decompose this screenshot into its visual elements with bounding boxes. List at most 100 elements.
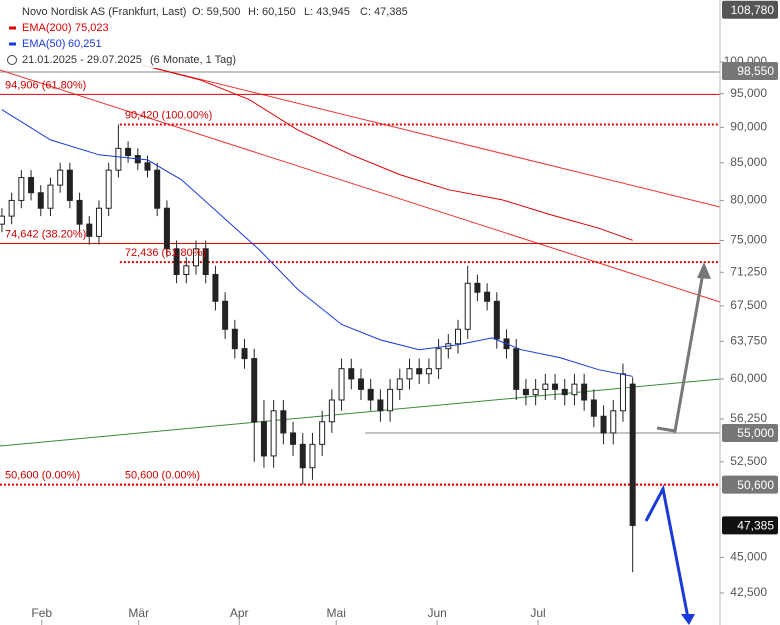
candle-body bbox=[571, 383, 578, 396]
ohlc-label: H: 60,150 bbox=[248, 6, 296, 18]
candle-body bbox=[260, 421, 267, 457]
candle-body bbox=[377, 399, 384, 412]
candle-body bbox=[212, 273, 219, 302]
candle-body bbox=[581, 383, 588, 401]
price-badge-label: 50,600 bbox=[737, 478, 774, 492]
y-tick-label: 56,250 bbox=[730, 411, 767, 425]
period: 21.01.2025 - 29.07.2025 bbox=[22, 54, 142, 66]
candle-body bbox=[37, 192, 44, 209]
candle-body bbox=[18, 177, 25, 201]
candle-body bbox=[309, 443, 316, 469]
candle-body bbox=[115, 147, 122, 171]
candle-body bbox=[28, 177, 35, 194]
candle-body bbox=[338, 368, 345, 401]
candle-body bbox=[241, 348, 248, 360]
candle-body bbox=[86, 223, 93, 237]
candle-body bbox=[561, 388, 568, 396]
candle-body bbox=[357, 378, 364, 390]
trend-line bbox=[0, 69, 721, 303]
candle-body bbox=[590, 399, 597, 417]
candle-body bbox=[0, 215, 5, 225]
legend-value: 60,251 bbox=[68, 38, 102, 50]
trend-line bbox=[149, 66, 721, 208]
x-tick-label: Apr bbox=[230, 606, 249, 620]
candle-body bbox=[66, 169, 73, 201]
candle-body bbox=[522, 388, 529, 396]
clock-icon bbox=[7, 55, 17, 65]
legend-value: 75,023 bbox=[75, 22, 109, 34]
drawings bbox=[0, 66, 721, 625]
chart-title: Novo Nordisk AS (Frankfurt, Last) bbox=[22, 6, 186, 18]
y-tick-label: 71,250 bbox=[730, 264, 767, 278]
candle-body bbox=[600, 415, 607, 434]
candle-body bbox=[299, 443, 306, 469]
candle-body bbox=[619, 373, 626, 412]
candle-body bbox=[280, 410, 287, 434]
legend-name: EMA(200) bbox=[22, 22, 72, 34]
ohlc-label: L: 43,945 bbox=[304, 6, 350, 18]
candle-body bbox=[629, 383, 636, 526]
candle-body bbox=[319, 421, 326, 445]
fib-label: 50,600 (0.00%) bbox=[5, 470, 80, 482]
y-tick-label: 63,750 bbox=[730, 334, 767, 348]
fib-label: 90,420 (100.00%) bbox=[125, 109, 212, 121]
x-tick-label: Feb bbox=[31, 606, 52, 620]
candle-body bbox=[95, 207, 102, 237]
ema-line bbox=[142, 64, 633, 241]
price-badge bbox=[722, 423, 778, 442]
y-tick-label: 67,500 bbox=[730, 298, 767, 312]
candle-body bbox=[493, 300, 500, 340]
candle-body bbox=[464, 282, 471, 330]
candle-body bbox=[154, 169, 161, 209]
candle-body bbox=[57, 169, 64, 186]
ohlc-label: O: 59,500 bbox=[192, 6, 240, 18]
candle-body bbox=[387, 388, 394, 412]
candle-body bbox=[202, 248, 209, 275]
candle-body bbox=[484, 291, 491, 302]
price-badge bbox=[722, 62, 778, 81]
y-tick-label: 85,000 bbox=[730, 155, 767, 169]
x-tick-label: Jul bbox=[530, 606, 545, 620]
candle-body bbox=[455, 328, 462, 345]
x-tick-label: Mär bbox=[128, 606, 149, 620]
candle-body bbox=[125, 147, 132, 157]
arrow-up bbox=[656, 266, 706, 433]
candle-body bbox=[474, 282, 481, 293]
candle-body bbox=[328, 399, 335, 423]
fib-label: 72,436 (61.80%) bbox=[125, 247, 206, 259]
candle-body bbox=[270, 410, 277, 457]
candle-body bbox=[290, 432, 297, 445]
candle-body bbox=[416, 368, 423, 375]
candle-body bbox=[367, 388, 374, 401]
candle-body bbox=[76, 199, 83, 225]
candle-body bbox=[105, 169, 112, 209]
price-badge-label: 98,550 bbox=[737, 64, 774, 78]
trend-line bbox=[0, 378, 721, 447]
ema-line bbox=[1, 109, 633, 377]
candle-body bbox=[8, 199, 15, 217]
candle-body bbox=[348, 368, 355, 380]
candle-body bbox=[513, 348, 520, 390]
fib-label: 74,642 (38.20%) bbox=[5, 228, 86, 240]
candle-body bbox=[435, 348, 442, 370]
candle-body bbox=[542, 383, 549, 390]
legend-name: EMA(50) bbox=[22, 38, 65, 50]
x-tick-label: Mai bbox=[327, 606, 346, 620]
y-tick-label: 95,000 bbox=[730, 86, 767, 100]
candle-body bbox=[610, 410, 617, 434]
candle-body bbox=[173, 248, 180, 275]
arrow-head bbox=[681, 614, 695, 625]
price-badge-label: 47,385 bbox=[737, 519, 774, 533]
legend-bg bbox=[0, 0, 420, 68]
fib-label: 94,906 (61.80%) bbox=[5, 79, 86, 91]
y-tick-label: 75,000 bbox=[730, 233, 767, 247]
y-tick-label: 42,500 bbox=[730, 585, 767, 599]
candle-body bbox=[222, 300, 229, 330]
price-badge-label: 108,780 bbox=[731, 3, 775, 17]
y-tick-label: 52,500 bbox=[730, 454, 767, 468]
ohlc-label: C: 47,385 bbox=[360, 6, 408, 18]
y-tick-label: 45,000 bbox=[730, 550, 767, 564]
arrow-head bbox=[697, 262, 711, 279]
candle-body bbox=[163, 207, 170, 250]
